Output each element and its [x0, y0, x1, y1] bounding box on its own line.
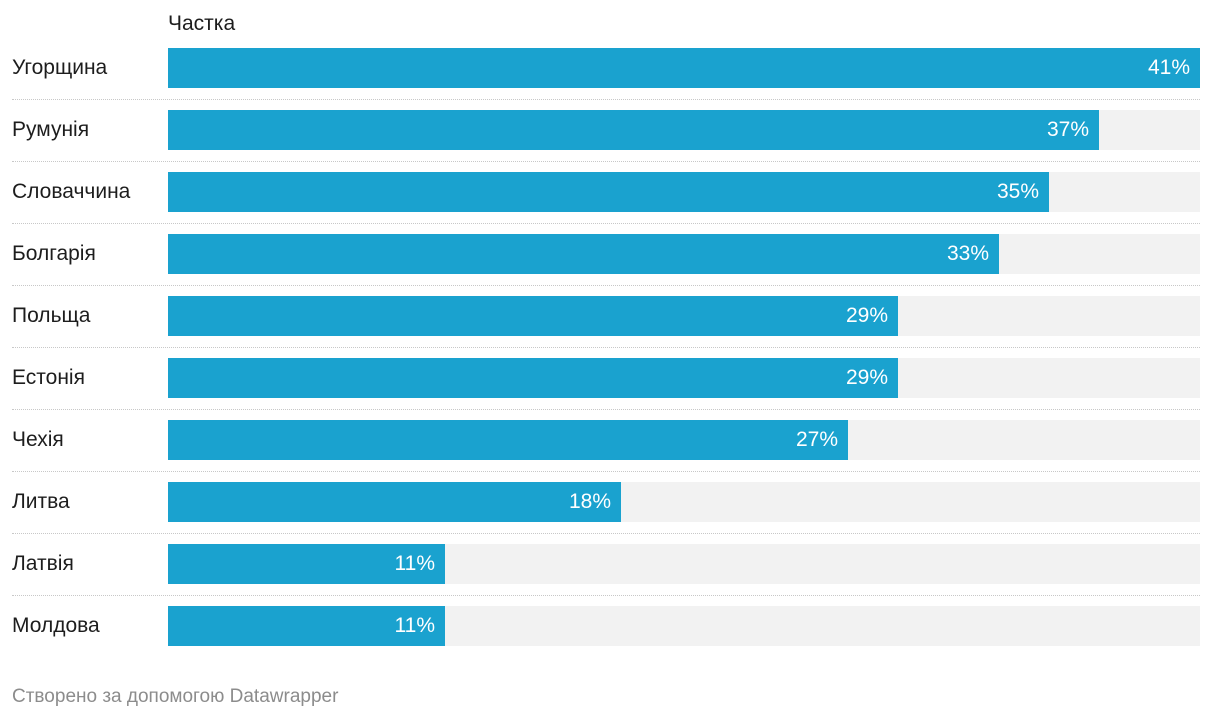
category-label: Польща [12, 304, 91, 327]
bar-track: 33% [168, 234, 1200, 274]
bar-value-label: 35% [996, 180, 1039, 203]
category-label: Словаччина [12, 180, 131, 203]
row-divider [12, 99, 1200, 100]
bar-track: 29% [168, 296, 1200, 336]
bar: 35% [168, 172, 1049, 212]
row-divider [12, 471, 1200, 472]
bar-track: 11% [168, 544, 1200, 584]
bar-track: 35% [168, 172, 1200, 212]
row-divider [12, 347, 1200, 348]
bar-track: 11% [168, 606, 1200, 646]
credit-footer: Створено за допомогою Datawrapper [12, 686, 339, 707]
bar: 11% [168, 606, 445, 646]
row-divider [12, 285, 1200, 286]
column-header: Частка [168, 12, 236, 35]
bar: 29% [168, 358, 898, 398]
bar-track: 41% [168, 48, 1200, 88]
bar: 27% [168, 420, 848, 460]
category-label: Угорщина [12, 56, 108, 79]
bar-value-label: 33% [946, 242, 989, 265]
bar-value-label: 37% [1046, 118, 1089, 141]
category-label: Румунія [12, 118, 90, 141]
bar-chart: Угорщина 41% Румунія 37% Словаччина 35% Болгар… [0, 48, 1220, 668]
bar-value-label: 11% [394, 552, 435, 575]
bar: 29% [168, 296, 898, 336]
bar-value-label: 18% [568, 490, 611, 513]
bar-row: Естонія 29% [0, 358, 1220, 420]
category-label: Болгарія [12, 242, 96, 265]
bar-value-label: 29% [845, 366, 888, 389]
row-divider [12, 409, 1200, 410]
bar-value-label: 11% [394, 614, 435, 637]
row-divider [12, 161, 1200, 162]
category-label: Чехія [12, 428, 64, 451]
row-divider [12, 533, 1200, 534]
bar-row: Молдова 11% [0, 606, 1220, 668]
bar: 33% [168, 234, 999, 274]
bar-track: 18% [168, 482, 1200, 522]
bar-row: Болгарія 33% [0, 234, 1220, 296]
bar-row: Литва 18% [0, 482, 1220, 544]
category-label: Литва [12, 490, 70, 513]
bar-row: Чехія 27% [0, 420, 1220, 482]
bar: 18% [168, 482, 621, 522]
bar-track: 29% [168, 358, 1200, 398]
bar-row: Румунія 37% [0, 110, 1220, 172]
category-label: Естонія [12, 366, 85, 389]
bar-value-label: 29% [845, 304, 888, 327]
category-label: Латвія [12, 552, 74, 575]
bar-value-label: 41% [1147, 56, 1190, 79]
bar-row: Польща 29% [0, 296, 1220, 358]
bar-track: 27% [168, 420, 1200, 460]
bar: 11% [168, 544, 445, 584]
row-divider [12, 223, 1200, 224]
bar-row: Словаччина 35% [0, 172, 1220, 234]
bar: 37% [168, 110, 1099, 150]
row-divider [12, 595, 1200, 596]
bar-row: Латвія 11% [0, 544, 1220, 606]
category-label: Молдова [12, 614, 100, 637]
bar-value-label: 27% [795, 428, 838, 451]
bar: 41% [168, 48, 1200, 88]
bar-track: 37% [168, 110, 1200, 150]
bar-row: Угорщина 41% [0, 48, 1220, 110]
